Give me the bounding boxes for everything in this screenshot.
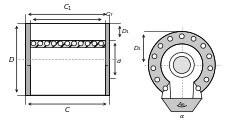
Circle shape [157,43,162,48]
Circle shape [195,86,200,91]
Text: $C_1$: $C_1$ [62,3,72,13]
Polygon shape [148,32,214,92]
Circle shape [38,41,42,46]
Text: $D_1$: $D_1$ [133,44,142,53]
Circle shape [167,36,172,41]
Circle shape [71,41,76,46]
Text: $A_6$: $A_6$ [177,101,185,109]
Polygon shape [27,59,107,94]
Text: $D_1$: $D_1$ [120,27,129,36]
Circle shape [203,77,208,82]
Circle shape [58,41,63,46]
Circle shape [200,43,205,48]
Circle shape [65,41,69,46]
Circle shape [44,41,49,46]
Text: $C_7$: $C_7$ [105,10,114,19]
Circle shape [51,41,56,46]
Circle shape [162,86,167,91]
Text: $C$: $C$ [64,105,70,114]
Text: $D$: $D$ [8,55,15,64]
Polygon shape [25,23,109,95]
Circle shape [85,41,90,46]
Circle shape [154,77,159,82]
Polygon shape [161,98,201,112]
Polygon shape [30,40,104,47]
Text: $\alpha$: $\alpha$ [178,113,184,120]
Circle shape [98,41,103,46]
Circle shape [150,66,155,71]
Polygon shape [30,24,104,59]
Circle shape [151,54,156,59]
Circle shape [169,52,193,77]
Circle shape [206,54,211,59]
Circle shape [172,56,190,73]
Polygon shape [25,23,30,95]
Circle shape [31,41,36,46]
Text: $d$: $d$ [115,57,121,65]
Circle shape [190,36,195,41]
Polygon shape [104,23,109,95]
Circle shape [207,66,212,71]
Circle shape [92,41,96,46]
Circle shape [78,41,83,46]
Circle shape [179,34,183,39]
